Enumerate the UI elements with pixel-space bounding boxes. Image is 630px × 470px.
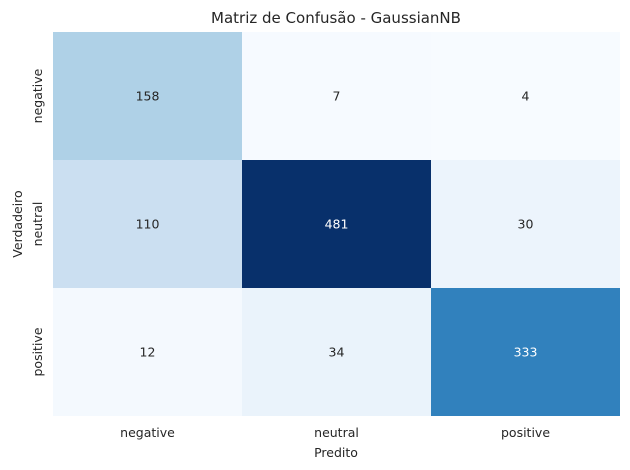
- heatmap-cell-0-2: [431, 32, 620, 160]
- heatmap-cell-0-0: [53, 32, 242, 160]
- y-tick-label-neutral: neutral: [30, 202, 45, 247]
- heatmap-cell-0-1: [242, 32, 431, 160]
- y-tick-labels: negative neutral positive: [30, 68, 45, 376]
- cell-value-label-2-0: 12: [140, 345, 156, 360]
- y-axis-label: Verdadeiro: [10, 190, 25, 257]
- cell-value-label-0-1: 7: [333, 89, 341, 104]
- x-tick-label-positive: positive: [501, 425, 550, 440]
- y-tick-label-negative: negative: [30, 68, 45, 123]
- cell-value-label-0-0: 158: [136, 89, 160, 104]
- cell-value-label-2-1: 34: [329, 345, 345, 360]
- x-axis-label: Predito: [314, 445, 358, 460]
- cell-value-label-1-1: 481: [325, 217, 349, 232]
- heatmap-cell-2-2: [431, 288, 620, 416]
- cell-value-label-1-0: 110: [136, 217, 160, 232]
- y-tick-label-positive: positive: [30, 327, 45, 376]
- heatmap-cell-1-0: [53, 160, 242, 288]
- heatmap-cells: 158 7 4 110 481 30 12 34 333: [53, 32, 620, 416]
- heatmap-cell-1-2: [431, 160, 620, 288]
- heatmap-cell-2-0: [53, 288, 242, 416]
- cell-value-label-2-2: 333: [514, 345, 538, 360]
- chart-title: Matriz de Confusão - GaussianNB: [211, 9, 461, 27]
- cell-value-label-0-2: 4: [522, 89, 530, 104]
- x-tick-label-negative: negative: [120, 425, 175, 440]
- heatmap-cell-2-1: [242, 288, 431, 416]
- heatmap-cell-1-1: [242, 160, 431, 288]
- x-tick-label-neutral: neutral: [314, 425, 359, 440]
- cell-value-label-1-2: 30: [518, 217, 534, 232]
- x-tick-labels: negative neutral positive: [120, 425, 550, 440]
